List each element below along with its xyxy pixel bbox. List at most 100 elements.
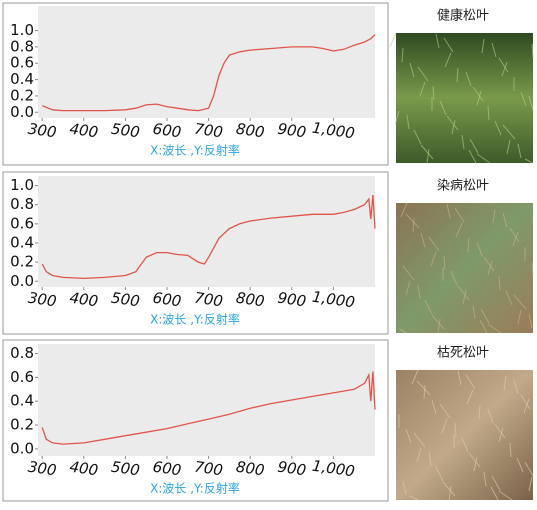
photo-texture bbox=[512, 231, 519, 247]
photo-texture bbox=[420, 232, 426, 248]
photo-texture bbox=[478, 404, 481, 420]
photo-texture bbox=[446, 203, 451, 219]
photo-texture bbox=[487, 105, 490, 121]
x-tick-label: 500 bbox=[110, 458, 141, 480]
photo bbox=[396, 370, 533, 500]
photo-texture bbox=[439, 100, 447, 116]
x-tick-label: 700 bbox=[193, 120, 224, 142]
photo-texture bbox=[498, 490, 513, 501]
photo-texture bbox=[487, 408, 494, 424]
photo-texture bbox=[491, 42, 497, 58]
photo-texture bbox=[426, 148, 430, 164]
photo-texture bbox=[417, 284, 421, 300]
photo-texture bbox=[437, 318, 441, 334]
photo-texture bbox=[480, 308, 490, 324]
photo-texture bbox=[502, 212, 508, 228]
photo-texture bbox=[491, 475, 501, 491]
photo-texture bbox=[461, 134, 465, 150]
photo-texture bbox=[517, 309, 522, 325]
photo-texture bbox=[455, 222, 463, 238]
photo-texture bbox=[503, 375, 507, 391]
spectrum-line bbox=[41, 34, 376, 112]
y-tick-label: 0.4 bbox=[10, 392, 34, 410]
photo-texture bbox=[450, 270, 458, 286]
photo-texture bbox=[506, 139, 511, 155]
photo-texture bbox=[468, 149, 477, 164]
photo-texture bbox=[423, 384, 426, 400]
photo-texture bbox=[517, 143, 522, 159]
photo-texture bbox=[416, 447, 422, 463]
photo-texture bbox=[431, 399, 437, 415]
plot-area bbox=[38, 344, 375, 456]
photo-texture bbox=[505, 290, 513, 306]
y-tick-label: 0.4 bbox=[10, 233, 34, 251]
photo-texture bbox=[483, 471, 487, 487]
photo-texture bbox=[430, 251, 437, 267]
photo-texture bbox=[516, 457, 524, 473]
photo-texture bbox=[490, 486, 499, 501]
photo-texture bbox=[498, 275, 501, 291]
x-tick-label: 600 bbox=[152, 289, 183, 311]
x-tick-label: 800 bbox=[235, 289, 266, 311]
photo-texture bbox=[466, 389, 474, 405]
x-tick-label: 300 bbox=[27, 120, 58, 142]
x-tick-label: 400 bbox=[68, 458, 99, 480]
photo-texture bbox=[531, 261, 534, 277]
photo-texture bbox=[402, 480, 407, 496]
x-tick-label: 500 bbox=[110, 289, 141, 311]
y-tick-label: 0.2 bbox=[10, 416, 34, 434]
photo-texture bbox=[424, 299, 433, 315]
photo-texture bbox=[401, 47, 404, 63]
photo-texture bbox=[494, 423, 506, 439]
photo-texture bbox=[439, 403, 451, 419]
photo-texture bbox=[520, 394, 531, 410]
x-tick-label: 900 bbox=[276, 458, 307, 480]
y-tick-label: 0.6 bbox=[10, 214, 34, 232]
photo-texture bbox=[402, 265, 415, 281]
y-tick-label: 0.0 bbox=[10, 439, 34, 457]
x-axis-label: X:波长 ,Y:反射率 bbox=[150, 481, 240, 496]
photo-texture bbox=[487, 260, 493, 276]
photo-texture bbox=[413, 129, 422, 145]
photo-texture bbox=[528, 476, 533, 492]
photo-texture bbox=[405, 213, 420, 229]
photo-texture bbox=[483, 256, 495, 272]
photo-texture bbox=[443, 37, 454, 53]
photo-texture bbox=[398, 328, 408, 334]
photo bbox=[396, 203, 533, 333]
x-axis-label: X:波长 ,Y:反射率 bbox=[150, 143, 240, 158]
y-tick-label: 1.0 bbox=[10, 21, 34, 39]
photo-label: 枯死松叶 bbox=[437, 346, 489, 361]
photo-texture bbox=[513, 379, 519, 395]
photo-texture bbox=[476, 241, 483, 257]
x-tick-label: 1,000 bbox=[311, 288, 356, 312]
photo-texture bbox=[416, 380, 431, 396]
photo-texture bbox=[467, 237, 470, 253]
photo-texture bbox=[412, 217, 415, 233]
photo-texture bbox=[435, 466, 444, 482]
photo-texture bbox=[465, 374, 476, 390]
photo-texture bbox=[509, 442, 512, 458]
photo-texture bbox=[400, 202, 408, 218]
photo-texture bbox=[494, 120, 502, 136]
x-axis-label: X:波长 ,Y:反射率 bbox=[150, 312, 240, 327]
photo-texture bbox=[428, 236, 440, 252]
photo-label: 健康松叶 bbox=[437, 8, 489, 24]
y-tick-label: 1.0 bbox=[10, 176, 34, 194]
photo-texture bbox=[498, 427, 504, 443]
y-tick-label: 0.8 bbox=[10, 195, 34, 213]
photo-texture bbox=[411, 369, 419, 385]
x-tick-label: 500 bbox=[110, 120, 141, 142]
photo-texture bbox=[472, 86, 484, 102]
photo-texture bbox=[468, 452, 481, 468]
photo-texture bbox=[428, 451, 432, 467]
spectrum-line bbox=[41, 195, 376, 280]
spectrum-line bbox=[41, 371, 376, 445]
x-tick-label: 1,000 bbox=[311, 119, 356, 143]
photo-texture bbox=[444, 52, 452, 68]
photo-texture bbox=[509, 227, 520, 243]
photo-texture bbox=[454, 422, 457, 438]
x-tick-label: 300 bbox=[27, 289, 58, 311]
